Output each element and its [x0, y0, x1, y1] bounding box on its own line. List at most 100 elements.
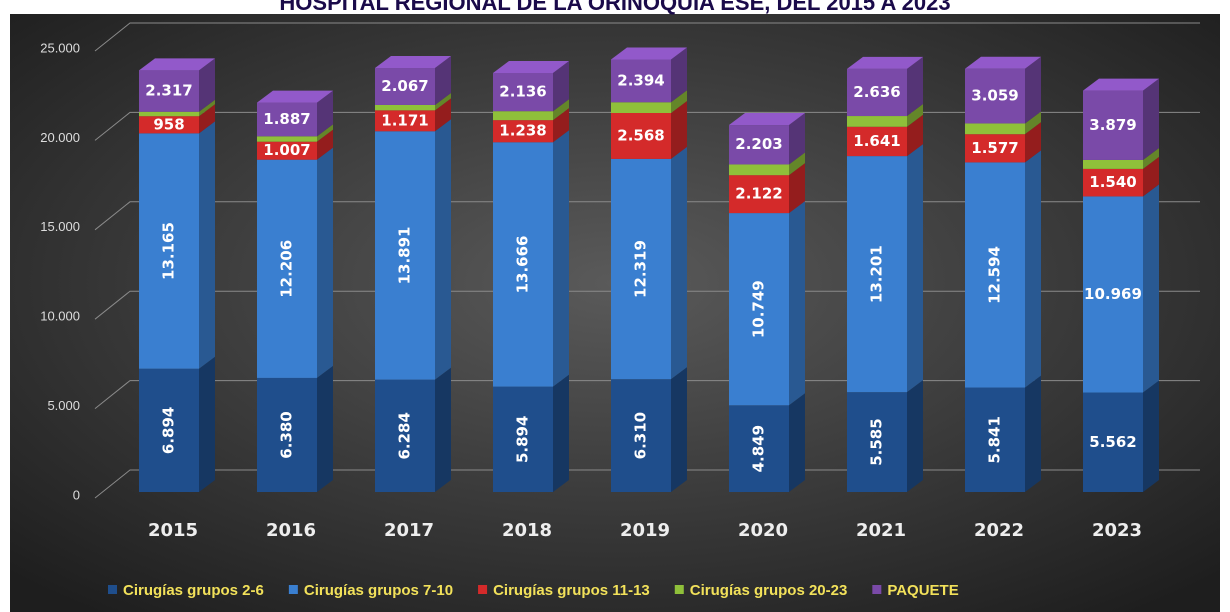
bar-side: [317, 90, 333, 137]
bar-segment: [257, 136, 317, 142]
bar-segment: [1083, 90, 1143, 160]
bar-segment: [847, 392, 907, 492]
data-label: 4.849: [750, 425, 768, 472]
data-label: 2.136: [499, 83, 546, 101]
bar-side: [671, 90, 687, 113]
bar-side: [553, 99, 569, 121]
bar-segment: [375, 131, 435, 380]
bar-side: [199, 58, 215, 112]
data-label: 1.238: [499, 122, 546, 140]
bar-top: [847, 56, 923, 69]
bar-segment: [257, 159, 317, 378]
data-label: 5.562: [1089, 433, 1136, 451]
y-tick-label: 10.000: [40, 309, 80, 324]
bar-top: [493, 61, 569, 74]
data-label: 5.585: [868, 418, 886, 465]
legend-label: Cirugías grupos 7-10: [304, 582, 453, 599]
data-label: 6.380: [278, 411, 296, 458]
y-tick-label: 25.000: [40, 40, 80, 55]
grid-line: [94, 469, 1200, 499]
bar-side: [1025, 375, 1041, 492]
bar-segment: [729, 405, 789, 492]
bar-segment: [965, 387, 1025, 492]
grid-line: [94, 201, 1200, 231]
bar-segment: [729, 125, 789, 165]
bar-side: [1143, 380, 1159, 492]
bar-segment: [257, 377, 317, 492]
bar-side: [317, 129, 333, 160]
bar-side: [1143, 184, 1159, 393]
bar-segment: [493, 73, 553, 112]
data-label: 2.394: [617, 71, 664, 89]
bar-side: [317, 124, 333, 142]
x-tick-label: 2022: [974, 520, 1024, 541]
x-tick-label: 2015: [148, 520, 198, 541]
bar-segment: [139, 368, 199, 492]
bar-side: [671, 146, 687, 380]
bar-side: [435, 92, 451, 111]
grid-line: [94, 290, 1200, 320]
bar-side: [199, 121, 215, 369]
chart-title: HOSPITAL REGIONAL DE LA ORINOQUIA ESE, D…: [279, 0, 950, 15]
grid-line: [94, 22, 1200, 52]
data-label: 13.201: [868, 245, 886, 303]
data-label: 958: [153, 115, 184, 133]
y-tick-label: 20.000: [40, 130, 80, 145]
bar-side: [907, 114, 923, 157]
grid-line: [94, 380, 1200, 409]
legend-label: Cirugías grupos 11-13: [493, 582, 650, 599]
legend-swatch: [288, 585, 298, 594]
bar-side: [317, 365, 333, 492]
bar-segment: [1083, 196, 1143, 393]
bar-segment: [375, 104, 435, 111]
data-label: 1.171: [381, 111, 428, 129]
bar-top: [139, 58, 215, 71]
legend-label: PAQUETE: [887, 582, 958, 599]
bar-side: [553, 374, 569, 492]
bar-segment: [139, 133, 199, 369]
bar-side: [789, 152, 805, 176]
bar-side: [789, 393, 805, 492]
bar-top: [375, 56, 451, 69]
bar-side: [789, 113, 805, 165]
legend-swatch: [674, 585, 684, 594]
bar-side: [789, 163, 805, 214]
bar-segment: [847, 126, 907, 157]
bar-segment: [611, 379, 671, 492]
data-label: 12.206: [278, 240, 296, 298]
bar-side: [907, 104, 923, 127]
bar-top: [257, 90, 333, 103]
legend-swatch: [872, 585, 882, 594]
bar-side: [435, 119, 451, 380]
data-label: 2.568: [617, 126, 664, 144]
data-label: 2.317: [145, 82, 192, 100]
bar-top: [1083, 78, 1159, 91]
bar-side: [435, 98, 451, 132]
bar-segment: [1083, 168, 1143, 197]
y-tick-label: 15.000: [40, 219, 80, 234]
x-tick-label: 2019: [620, 520, 670, 541]
grid-line: [94, 111, 1200, 141]
data-label: 3.879: [1089, 116, 1136, 134]
x-tick-label: 2020: [738, 520, 788, 541]
bar-side: [1025, 111, 1041, 135]
bar-side: [907, 56, 923, 117]
data-label: 6.284: [396, 412, 414, 459]
bar-segment: [729, 164, 789, 176]
bar-segment: [375, 68, 435, 105]
data-label: 10.749: [750, 280, 768, 338]
y-tick-label: 5.000: [47, 398, 80, 413]
data-label: 2.203: [735, 135, 782, 153]
data-label: 6.894: [160, 407, 178, 454]
bar-side: [435, 367, 451, 492]
data-label: 2.636: [853, 83, 900, 101]
bar-segment: [965, 134, 1025, 163]
data-label: 10.969: [1084, 285, 1142, 303]
bar-segment: [611, 59, 671, 103]
data-label: 1.887: [263, 110, 310, 128]
data-label: 1.577: [971, 139, 1018, 157]
bar-segment: [493, 142, 553, 387]
data-label: 12.319: [632, 240, 650, 298]
legend-label: Cirugías grupos 2-6: [123, 582, 264, 599]
